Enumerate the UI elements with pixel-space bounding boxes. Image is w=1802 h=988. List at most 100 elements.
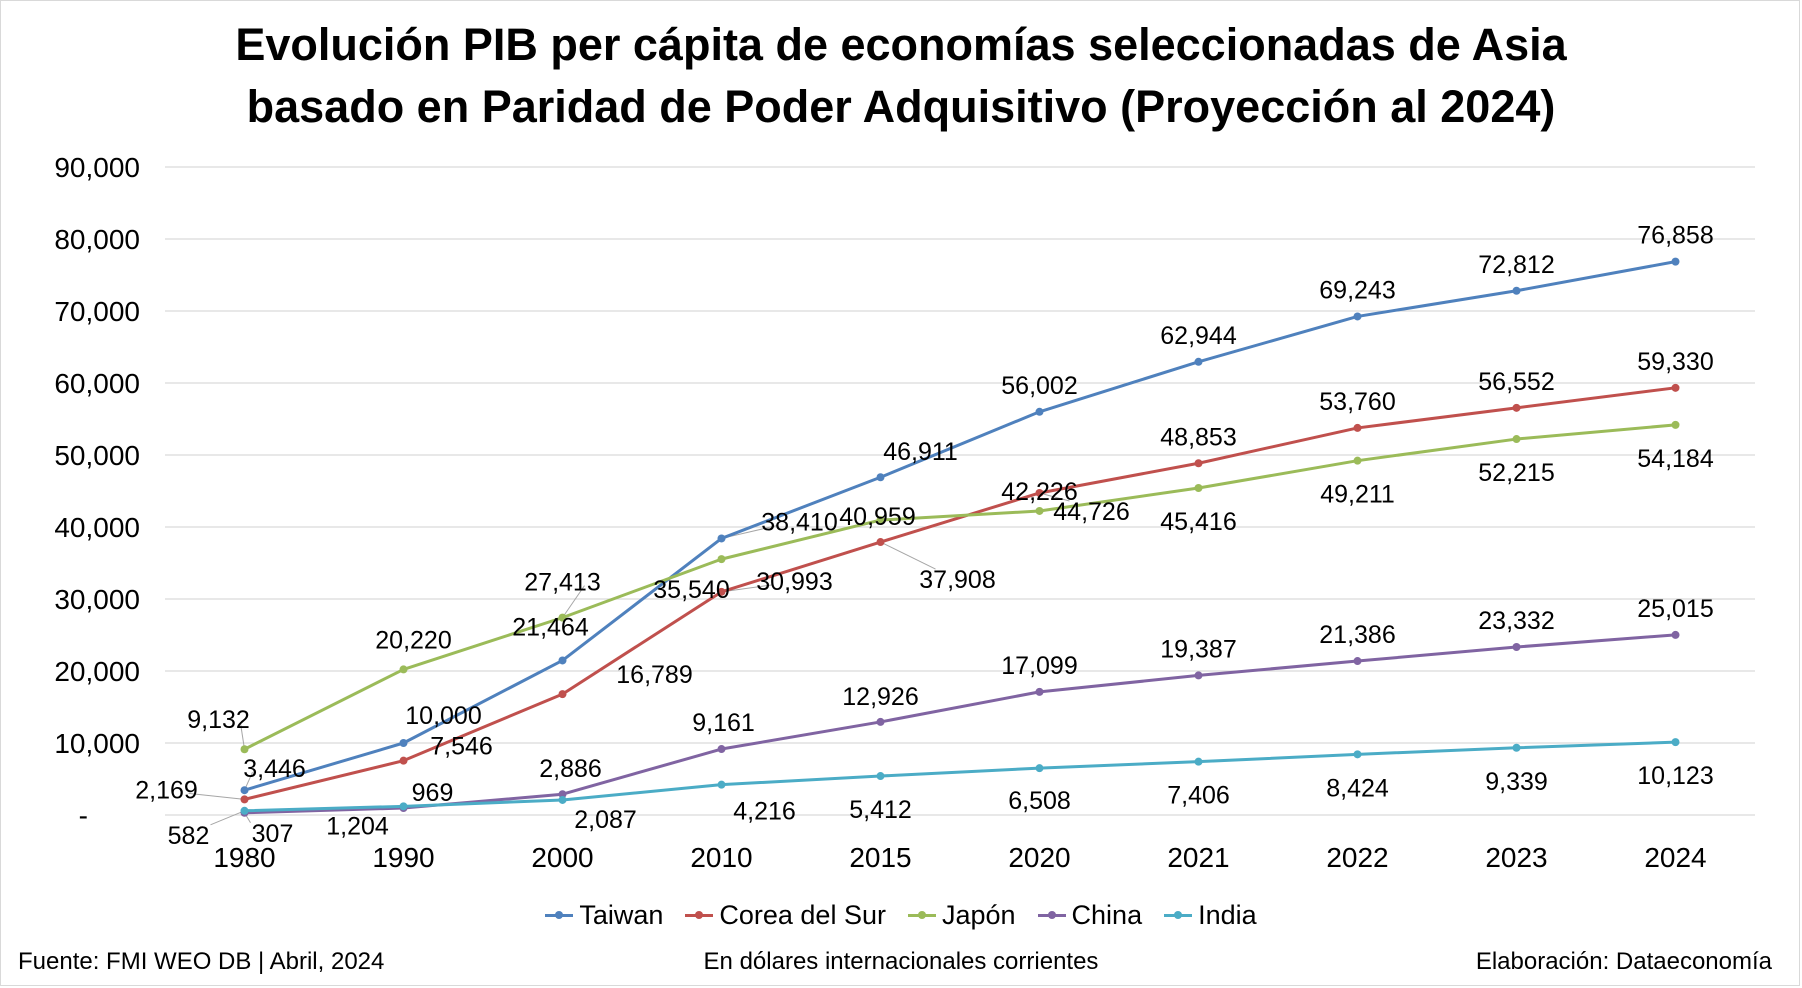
data-point xyxy=(876,772,885,781)
data-point xyxy=(558,613,567,622)
data-label: 12,926 xyxy=(842,683,918,711)
data-point xyxy=(1353,750,1362,759)
data-label: 2,169 xyxy=(135,776,198,804)
chart-title: Evolución PIB per cápita de economías se… xyxy=(0,14,1802,138)
data-point xyxy=(1512,435,1521,444)
series-line xyxy=(244,260,1676,792)
x-tick-label: 2024 xyxy=(1644,842,1706,873)
y-tick-label: 70,000 xyxy=(54,296,140,327)
data-label: 56,552 xyxy=(1478,368,1554,396)
data-label: 307 xyxy=(252,820,294,848)
data-point xyxy=(1671,257,1680,266)
x-tick-label: 2020 xyxy=(1008,842,1070,873)
data-point xyxy=(717,534,726,543)
data-label: 9,161 xyxy=(692,709,755,737)
data-label: 6,508 xyxy=(1008,787,1071,815)
x-tick-label: 2010 xyxy=(690,842,752,873)
data-point xyxy=(240,795,249,804)
data-label: 21,386 xyxy=(1319,621,1395,649)
data-point xyxy=(717,780,726,789)
y-tick-label: 30,000 xyxy=(54,584,140,615)
data-point xyxy=(1035,764,1044,773)
series-line xyxy=(244,633,1676,815)
leader-line xyxy=(240,723,245,750)
data-point xyxy=(1512,643,1521,652)
data-point xyxy=(558,790,567,799)
x-tick-label: 1980 xyxy=(213,842,275,873)
series-line xyxy=(243,423,1676,751)
legend-swatch xyxy=(545,911,574,919)
legend-swatch xyxy=(1164,911,1193,919)
data-label: 44,726 xyxy=(1053,498,1129,526)
x-tick-label: 2015 xyxy=(849,842,911,873)
data-label: 46,911 xyxy=(883,438,958,466)
data-point xyxy=(717,587,726,596)
data-point xyxy=(399,739,408,747)
data-point xyxy=(1194,357,1203,366)
x-tick-label: 2000 xyxy=(531,842,593,873)
data-point xyxy=(876,717,885,726)
data-point xyxy=(558,656,567,665)
data-label: 16,789 xyxy=(616,661,692,689)
data-point xyxy=(1353,657,1362,666)
data-label: 38,410 xyxy=(761,508,837,536)
data-label: 2,886 xyxy=(539,755,602,783)
x-axis-ticks: 1980 1990 2000 2010 2015 2020 2021 2022 2023 2024 xyxy=(213,842,1706,873)
data-label: 45,416 xyxy=(1160,508,1236,536)
legend-item: Taiwan xyxy=(545,900,663,931)
data-point xyxy=(876,516,885,525)
data-label: 62,944 xyxy=(1160,322,1237,350)
x-tick-label: 2023 xyxy=(1485,842,1547,873)
data-point xyxy=(240,745,249,754)
legend-item: Corea del Sur xyxy=(685,900,886,931)
data-point xyxy=(1194,459,1203,468)
data-label: 3,446 xyxy=(243,755,306,783)
data-point xyxy=(717,745,726,754)
x-tick-label: 1990 xyxy=(372,842,434,873)
chart-title-line-1: Evolución PIB per cápita de economías se… xyxy=(235,19,1567,70)
legend-swatch xyxy=(907,911,936,919)
data-label: 48,853 xyxy=(1160,423,1236,451)
data-point xyxy=(558,690,567,699)
leader-line xyxy=(1039,492,1070,502)
data-label: 56,002 xyxy=(1001,372,1077,400)
legend: Taiwan Corea del Sur Japón China India xyxy=(0,900,1802,931)
data-point xyxy=(240,786,249,795)
legend-label: China xyxy=(1071,900,1143,930)
data-label: 17,099 xyxy=(1001,652,1077,680)
line-chart: - 10,000 20,000 30,000 40,000 50,000 60,000 70,… xyxy=(54,152,1755,873)
data-label: 27,413 xyxy=(524,569,600,597)
data-label: 9,339 xyxy=(1485,768,1548,796)
data-labels: 3,446 10,000 21,464 38,410 46,911 56,002 62,94… xyxy=(135,222,1714,850)
x-tick-label: 2022 xyxy=(1326,842,1388,873)
y-tick-label: 40,000 xyxy=(54,512,140,543)
data-point xyxy=(1671,420,1680,429)
y-tick-label: 80,000 xyxy=(54,224,140,255)
data-label: 10,000 xyxy=(405,702,481,730)
chart-title-line-2: basado en Paridad de Poder Adquisitivo (… xyxy=(246,81,1556,132)
data-point xyxy=(399,802,408,811)
y-axis-ticks: - 10,000 20,000 30,000 40,000 50,000 60,000 70,… xyxy=(54,152,140,831)
data-label: 49,211 xyxy=(1320,481,1395,509)
series-line xyxy=(244,386,1676,801)
data-label: 10,123 xyxy=(1637,762,1713,790)
legend-item: India xyxy=(1164,900,1257,931)
legend-label: Japón xyxy=(941,900,1016,930)
legend-swatch xyxy=(1037,911,1066,919)
data-point xyxy=(399,665,408,674)
leader-line xyxy=(880,541,936,570)
data-label: 7,546 xyxy=(430,733,493,761)
unit-note: En dólares internacionales corrientes xyxy=(703,948,1099,975)
data-point xyxy=(1353,312,1362,321)
leader-line xyxy=(188,792,245,800)
legend-swatch xyxy=(685,911,714,919)
data-point xyxy=(558,795,567,804)
data-label: 20,220 xyxy=(375,626,451,654)
y-tick-label: 20,000 xyxy=(54,656,140,687)
y-tick-label: 60,000 xyxy=(54,368,140,399)
data-point xyxy=(1035,488,1044,497)
data-label: 19,387 xyxy=(1160,635,1236,663)
leader-line xyxy=(210,810,245,826)
y-tick-label: 50,000 xyxy=(54,440,140,471)
